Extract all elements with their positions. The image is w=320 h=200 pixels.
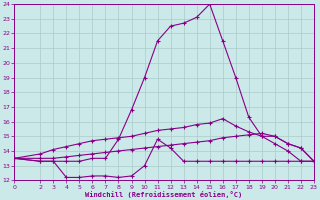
X-axis label: Windchill (Refroidissement éolien,°C): Windchill (Refroidissement éolien,°C): [85, 191, 243, 198]
